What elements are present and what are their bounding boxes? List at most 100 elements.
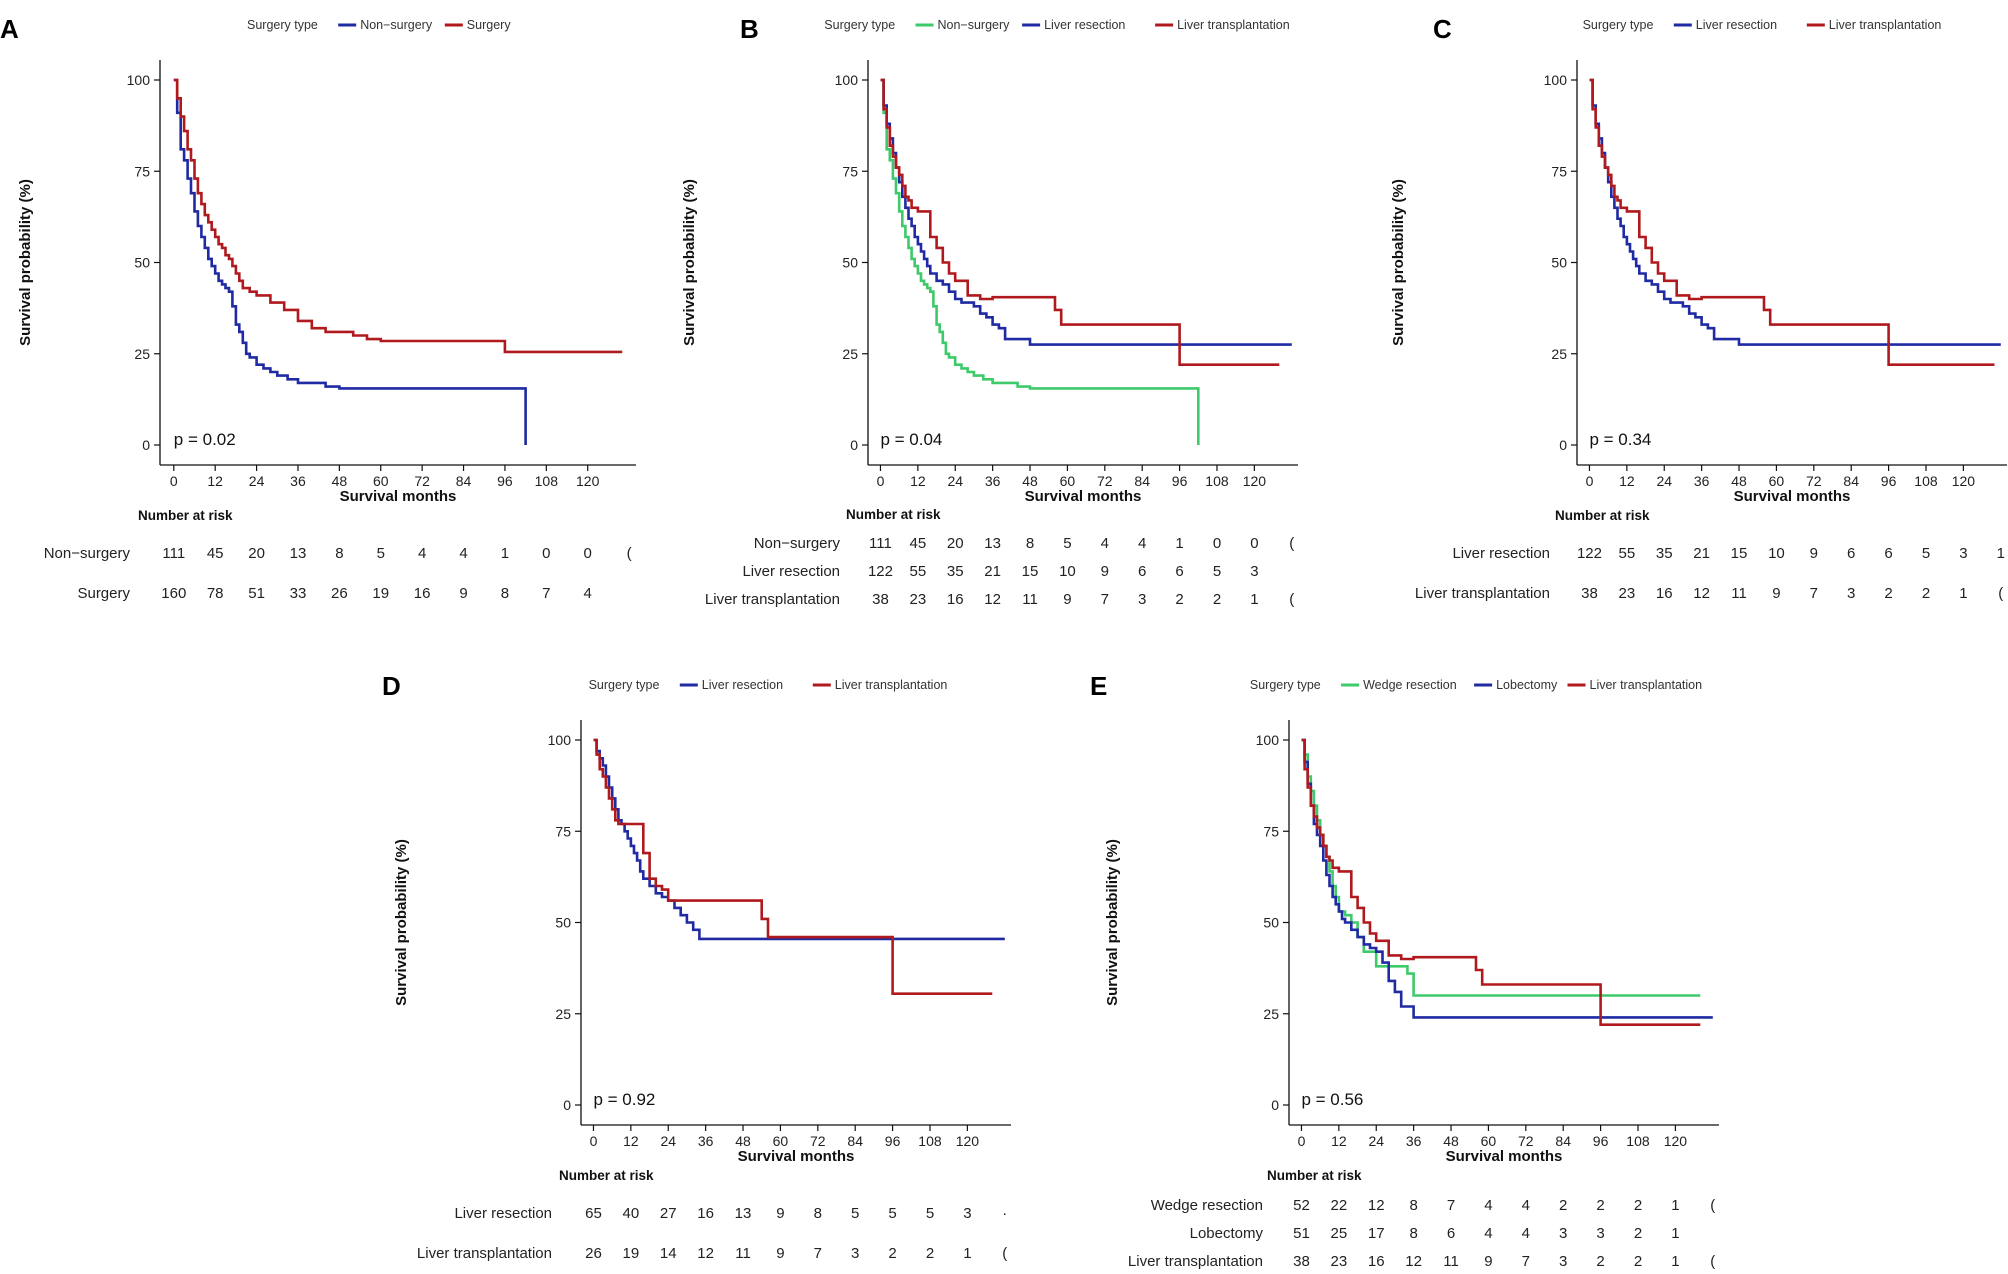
x-tick-label: 24 [249, 473, 265, 489]
x-tick-label: 84 [456, 473, 472, 489]
x-tick-label: 48 [1022, 473, 1038, 489]
x-tick-label: 48 [1731, 473, 1747, 489]
y-tick-label: 0 [850, 437, 858, 453]
risk-value: 160 [161, 585, 186, 602]
risk-value: ( [627, 545, 632, 562]
risk-value: 7 [1101, 591, 1109, 608]
risk-value: 2 [1559, 1197, 1567, 1214]
panel-c: C Surgery type Liver resection Liver transp… [1390, 14, 2007, 602]
panel-letter: A [0, 14, 19, 44]
risk-value: 2 [1596, 1253, 1604, 1270]
risk-value: 1 [1671, 1197, 1679, 1214]
x-tick-label: 0 [1298, 1133, 1306, 1149]
risk-row-label: Lobectomy [1190, 1225, 1264, 1242]
risk-value: 1 [1250, 591, 1258, 608]
legend: Surgery type Non−surgery Liver resection Li… [824, 18, 1289, 32]
survival-curve-liver-resection [593, 738, 1005, 941]
risk-value: 122 [1577, 545, 1602, 562]
risk-value: ( [1002, 1245, 1007, 1262]
x-tick-label: 96 [1593, 1133, 1609, 1149]
x-tick-label: 12 [910, 473, 926, 489]
risk-row-label: Liver transplantation [705, 591, 840, 608]
legend: Surgery type Liver resection Liver transpl… [1583, 18, 1942, 32]
risk-value: 55 [1619, 545, 1636, 562]
survival-curve-non-surgery [880, 78, 1200, 445]
risk-value: 12 [1368, 1197, 1385, 1214]
legend-title: Surgery type [824, 18, 895, 32]
legend-entry: Non−surgery [938, 18, 1011, 32]
y-axis-title: Survival probability (%) [1104, 839, 1121, 1006]
y-tick-label: 50 [134, 255, 150, 271]
risk-value: 33 [290, 585, 307, 602]
risk-value: 0 [584, 545, 592, 562]
risk-value: 11 [1731, 585, 1747, 602]
x-tick-label: 60 [773, 1133, 789, 1149]
risk-value: 25 [1331, 1225, 1348, 1242]
risk-value: 26 [331, 585, 348, 602]
risk-value: 26 [585, 1245, 602, 1262]
risk-value: 27 [660, 1205, 677, 1222]
p-value: p = 0.34 [1589, 430, 1651, 449]
risk-row-label: Non−surgery [754, 535, 841, 552]
legend-title: Surgery type [589, 678, 660, 692]
x-tick-label: 12 [207, 473, 223, 489]
risk-value: 2 [888, 1245, 896, 1262]
legend-entry: Liver transplantation [1590, 678, 1703, 692]
x-axis-title: Survival months [1025, 488, 1142, 505]
risk-value: 11 [735, 1245, 751, 1262]
risk-table-title: Number at risk [559, 1168, 654, 1183]
legend-title: Surgery type [1583, 18, 1654, 32]
legend-entry: Lobectomy [1496, 678, 1558, 692]
p-value: p = 0.92 [593, 1090, 655, 1109]
x-tick-label: 120 [1952, 473, 1976, 489]
x-tick-label: 72 [1518, 1133, 1534, 1149]
risk-value: 21 [984, 563, 1001, 580]
risk-table-title: Number at risk [846, 507, 941, 522]
y-tick-label: 100 [127, 72, 151, 88]
risk-value: 3 [1559, 1225, 1567, 1242]
risk-value: 122 [868, 563, 893, 580]
risk-value: 7 [1522, 1253, 1530, 1270]
risk-value: 4 [1484, 1225, 1492, 1242]
legend-entry: Liver resection [1044, 18, 1125, 32]
y-tick-label: 100 [835, 72, 859, 88]
risk-value: 9 [1484, 1253, 1492, 1270]
survival-curve-liver-resection [1589, 78, 2001, 346]
y-axis-title: Survival probability (%) [681, 179, 698, 346]
risk-table-title: Number at risk [138, 508, 233, 523]
risk-value: 1 [963, 1245, 971, 1262]
legend: Surgery type Liver resection Liver transpl… [589, 678, 948, 692]
x-axis-title: Survival months [738, 1148, 855, 1165]
x-tick-label: 108 [1205, 473, 1229, 489]
risk-table-title: Number at risk [1267, 1168, 1362, 1183]
risk-value: 19 [372, 585, 389, 602]
risk-value: 45 [910, 535, 927, 552]
risk-value: 12 [984, 591, 1001, 608]
survival-curve-liver-transplantation [880, 78, 1280, 366]
risk-value: 4 [459, 545, 467, 562]
risk-value: 4 [418, 545, 426, 562]
y-tick-label: 25 [842, 346, 858, 362]
y-tick-label: 0 [563, 1097, 571, 1113]
risk-value: 8 [1409, 1225, 1417, 1242]
risk-value: 2 [1884, 585, 1892, 602]
risk-value: 3 [1559, 1253, 1567, 1270]
risk-value: 111 [162, 545, 185, 562]
y-tick-label: 100 [548, 732, 572, 748]
risk-value: 1 [1671, 1253, 1679, 1270]
x-tick-label: 36 [1694, 473, 1710, 489]
y-tick-label: 50 [1263, 915, 1279, 931]
risk-row-label: Non−surgery [44, 545, 131, 562]
legend-entry: Non−surgery [360, 18, 433, 32]
x-tick-label: 24 [947, 473, 963, 489]
risk-value: 3 [1596, 1225, 1604, 1242]
x-tick-label: 72 [1097, 473, 1113, 489]
risk-value: 6 [1138, 563, 1146, 580]
risk-value: 9 [1101, 563, 1109, 580]
x-tick-label: 36 [1406, 1133, 1422, 1149]
risk-value: 16 [1656, 585, 1673, 602]
x-tick-label: 36 [985, 473, 1001, 489]
risk-value: 3 [1138, 591, 1146, 608]
risk-table-title: Number at risk [1555, 508, 1650, 523]
